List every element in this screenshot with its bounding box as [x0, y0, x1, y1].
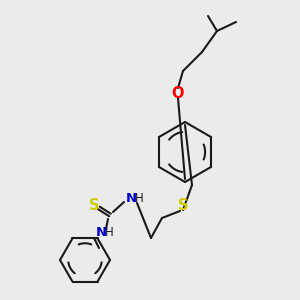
Text: H: H [135, 191, 143, 205]
Text: S: S [178, 197, 188, 212]
Text: N: N [95, 226, 106, 239]
Text: H: H [105, 226, 113, 239]
Text: S: S [89, 197, 99, 212]
Text: N: N [125, 191, 136, 205]
Text: O: O [172, 85, 184, 100]
